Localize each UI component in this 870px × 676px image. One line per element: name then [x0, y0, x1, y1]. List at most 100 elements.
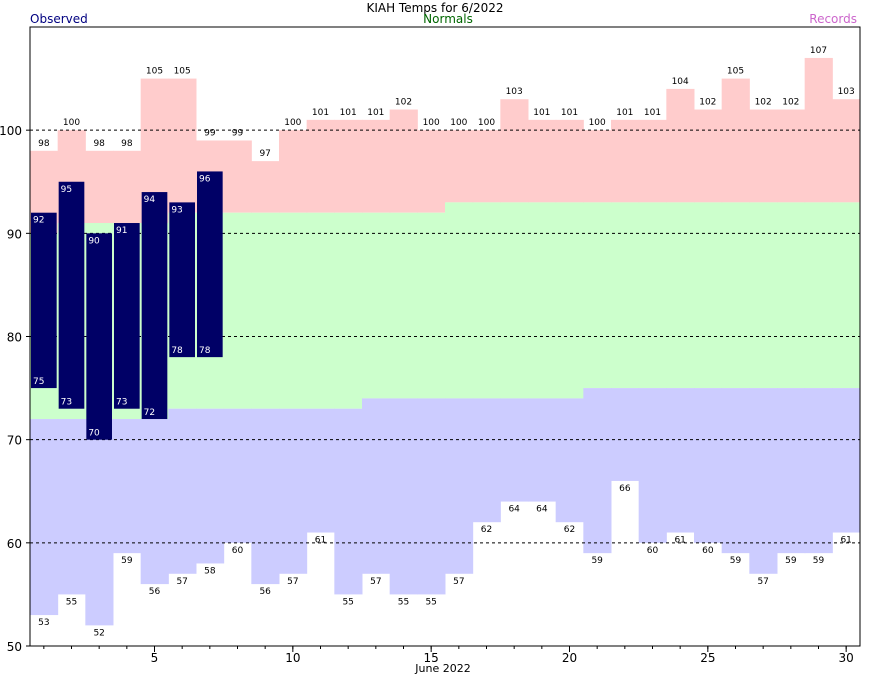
record-high-band: [85, 150, 114, 224]
normal-range-band: [334, 212, 363, 409]
record-high-label: 99: [204, 128, 216, 138]
record-high-band: [500, 99, 529, 203]
record-high-label: 103: [838, 87, 855, 97]
record-high-label: 99: [232, 128, 244, 138]
normal-range-band: [611, 202, 640, 389]
record-low-label: 60: [647, 546, 659, 556]
observed-high-label: 92: [33, 216, 44, 226]
normal-range-band: [251, 212, 280, 409]
record-high-label: 100: [423, 118, 440, 128]
normal-range-band: [306, 212, 335, 409]
normal-range-band: [749, 202, 778, 389]
record-low-label: 53: [38, 618, 49, 628]
record-low-band: [57, 419, 86, 595]
x-tick-label: 30: [839, 651, 854, 665]
y-tick-label: 100: [0, 124, 22, 138]
record-low-band: [583, 388, 612, 554]
record-high-label: 103: [506, 87, 523, 97]
record-high-band: [555, 119, 584, 203]
record-high-band: [389, 109, 418, 213]
record-high-band: [306, 119, 335, 213]
x-tick-label: 10: [285, 651, 300, 665]
normal-range-band: [500, 202, 529, 399]
record-low-label: 60: [702, 546, 714, 556]
record-low-band: [666, 388, 695, 533]
record-high-label: 101: [340, 108, 357, 118]
observed-low-label: 75: [33, 377, 44, 387]
record-high-band: [362, 119, 391, 213]
observed-low-label: 78: [199, 346, 211, 356]
x-tick-label: 15: [424, 651, 439, 665]
observed-low-label: 73: [116, 398, 127, 408]
record-high-band: [638, 119, 667, 203]
record-low-band: [832, 388, 860, 533]
record-high-label: 105: [174, 67, 191, 77]
record-low-label: 59: [785, 556, 797, 566]
record-high-label: 97: [259, 149, 270, 159]
record-low-label: 57: [757, 577, 768, 587]
record-low-band: [611, 388, 640, 481]
record-high-label: 105: [146, 67, 163, 77]
record-high-label: 102: [782, 98, 799, 108]
record-high-band: [168, 78, 197, 213]
record-low-label: 57: [176, 577, 187, 587]
record-low-band: [306, 408, 335, 533]
record-high-band: [583, 130, 612, 203]
record-high-band: [666, 88, 695, 203]
observed-bar: [197, 171, 223, 358]
record-high-label: 101: [367, 108, 384, 118]
record-low-band: [113, 419, 142, 554]
normal-range-band: [666, 202, 695, 389]
record-low-label: 61: [674, 536, 685, 546]
observed-bar: [114, 223, 140, 409]
record-low-label: 61: [840, 536, 851, 546]
record-low-label: 61: [315, 536, 326, 546]
record-low-label: 64: [536, 505, 548, 515]
record-high-label: 102: [755, 98, 772, 108]
observed-low-label: 70: [88, 429, 100, 439]
normal-range-band: [555, 202, 584, 399]
record-high-label: 104: [672, 77, 689, 87]
normal-range-band: [804, 202, 833, 389]
record-high-band: [113, 150, 142, 224]
legend-observed: Observed: [30, 12, 88, 26]
record-low-label: 66: [619, 484, 631, 494]
record-low-band: [445, 398, 474, 574]
record-low-band: [777, 388, 806, 554]
record-high-label: 102: [395, 98, 412, 108]
record-low-band: [223, 408, 252, 543]
record-high-label: 105: [727, 67, 744, 77]
record-low-band: [389, 398, 418, 595]
record-low-band: [804, 388, 833, 554]
observed-bar: [86, 233, 112, 440]
record-high-band: [334, 119, 363, 213]
record-low-label: 55: [66, 597, 77, 607]
record-high-label: 101: [644, 108, 661, 118]
normal-range-band: [417, 212, 446, 399]
record-low-label: 59: [121, 556, 133, 566]
record-high-label: 98: [38, 139, 50, 149]
record-high-band: [417, 130, 446, 213]
observed-high-label: 90: [88, 236, 100, 246]
observed-high-label: 93: [171, 205, 182, 215]
observed-bar: [141, 192, 168, 420]
record-low-band: [85, 419, 114, 626]
record-low-label: 56: [149, 587, 161, 597]
record-low-band: [500, 398, 529, 502]
record-high-label: 100: [478, 118, 495, 128]
normal-range-band: [223, 212, 252, 409]
record-high-band: [694, 109, 723, 203]
normal-range-band: [583, 202, 612, 389]
observed-high-label: 95: [61, 185, 72, 195]
record-high-band: [279, 130, 308, 213]
record-low-band: [168, 408, 197, 574]
record-low-label: 55: [425, 597, 436, 607]
record-high-band: [528, 119, 557, 203]
record-high-label: 107: [810, 46, 827, 56]
record-high-label: 101: [312, 108, 329, 118]
record-high-label: 98: [93, 139, 105, 149]
record-low-label: 57: [453, 577, 464, 587]
record-high-band: [832, 99, 860, 203]
record-low-label: 62: [481, 525, 492, 535]
